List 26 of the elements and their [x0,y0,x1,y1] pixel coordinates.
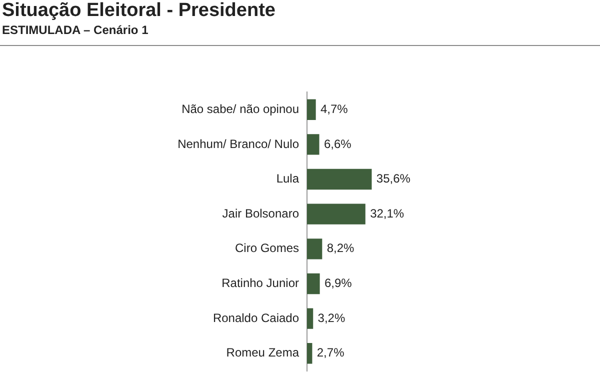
text: Situação Eleitoral - Presidente [2,0,276,22]
y-tick-label: Ciro Gomes [234,241,299,256]
data-label: 35,6% [376,172,411,186]
bar [307,343,312,364]
y-tick-label: Não sabe/ não opinou [182,102,299,116]
data-label: 2,7% [316,346,345,360]
data-label: 32,1% [370,206,404,220]
bar [307,134,320,155]
bar [307,99,316,120]
data-label: 3,2% [318,310,346,325]
text: ESTIMULADA – Cenário 1 [2,23,148,37]
y-tick-label: Ratinho Junior [222,276,299,290]
y-tick-label: Jair Bolsonaro [222,206,300,220]
bar [307,204,366,224]
bar [307,238,322,260]
y-tick-label: Romeu Zema [226,346,300,360]
bar [307,308,314,329]
data-label: 6,9% [324,276,352,290]
bar [307,168,372,190]
bar [307,273,320,294]
y-tick-label: Lula [276,172,300,186]
y-tick-label: Nenhum/ Branco/ Nulo [178,136,300,151]
y-tick-label: Ronaldo Caiado [212,310,300,325]
data-label: 8,2% [326,241,355,256]
data-label: 4,7% [320,102,348,116]
data-label: 6,6% [324,136,352,151]
